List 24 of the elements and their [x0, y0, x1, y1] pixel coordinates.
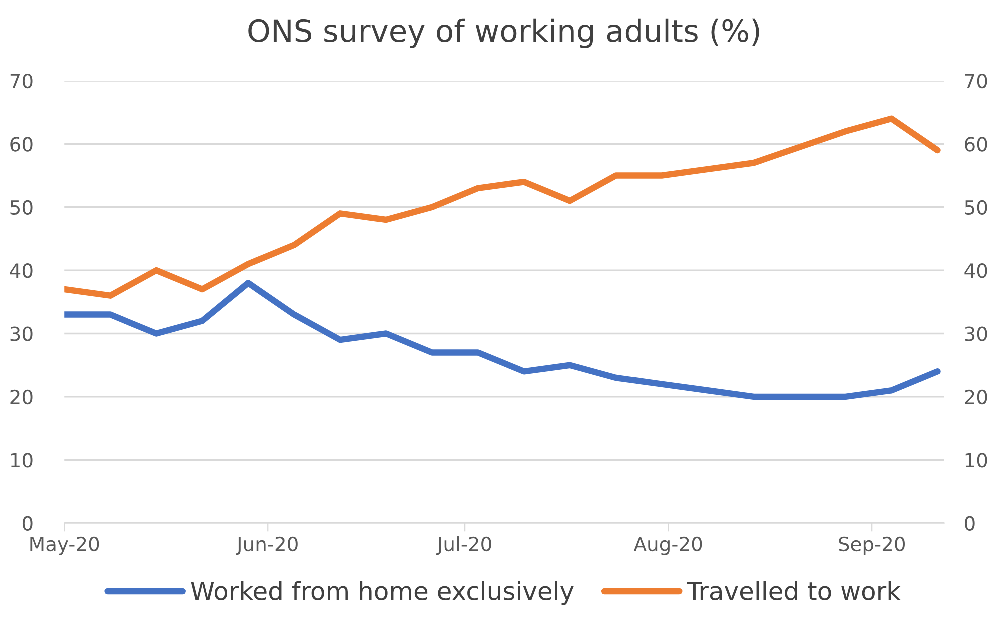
y2-tick-label: 40	[964, 264, 988, 278]
y-tick-label: 50	[10, 200, 33, 216]
y-tick-label: 0	[22, 516, 33, 531]
legend-label: Travelled to work	[687, 581, 902, 601]
y2-tick-label: 70	[965, 74, 988, 89]
x-tick-label: May-20	[30, 536, 100, 556]
y-tick-label: 70	[10, 74, 33, 89]
y2-tick-label: 10	[966, 453, 988, 468]
x-tick-label: Jun-20	[236, 536, 298, 556]
x-tick-label: Aug-20	[634, 536, 702, 556]
y-tick-label: 60	[10, 137, 33, 152]
y2-tick-label: 50	[965, 200, 988, 216]
x-tick-label: Sep-20	[839, 536, 905, 556]
y2-tick-label: 30	[965, 326, 988, 342]
y-tick-label: 20	[10, 390, 33, 405]
x-tick-label: Jul-20	[436, 536, 492, 556]
y2-tick-label: 60	[965, 137, 988, 152]
y-tick-label: 30	[10, 326, 33, 342]
y-tick-label: 10	[11, 453, 33, 468]
y2-tick-label: 0	[965, 516, 975, 531]
y-tick-label: 40	[10, 264, 33, 278]
y2-tick-label: 20	[965, 390, 988, 405]
chart-title: ONS survey of working adults (%)	[248, 18, 760, 48]
legend-label: Worked from home exclusively	[191, 581, 574, 606]
